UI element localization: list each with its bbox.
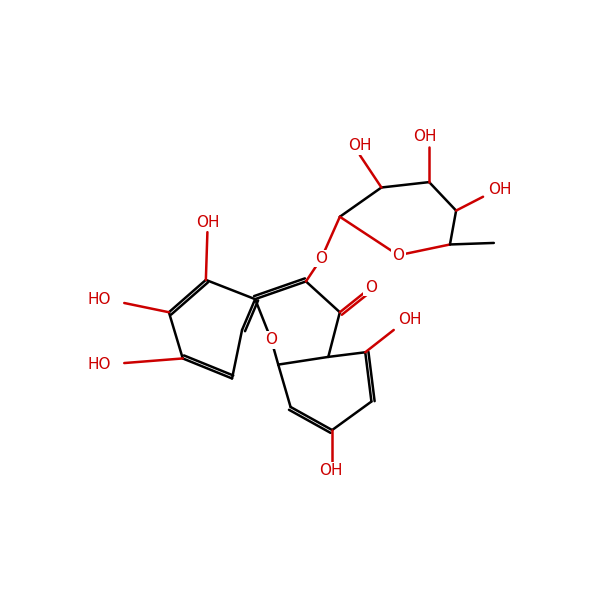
Text: OH: OH — [196, 215, 219, 230]
Text: HO: HO — [88, 357, 111, 372]
Text: O: O — [265, 332, 277, 347]
Text: OH: OH — [348, 139, 371, 154]
Text: OH: OH — [488, 182, 511, 197]
Text: O: O — [365, 280, 377, 295]
Text: HO: HO — [88, 292, 111, 307]
Text: OH: OH — [413, 129, 436, 144]
Text: OH: OH — [398, 313, 422, 328]
Text: O: O — [392, 248, 404, 263]
Text: OH: OH — [319, 463, 343, 478]
Text: O: O — [316, 251, 328, 266]
